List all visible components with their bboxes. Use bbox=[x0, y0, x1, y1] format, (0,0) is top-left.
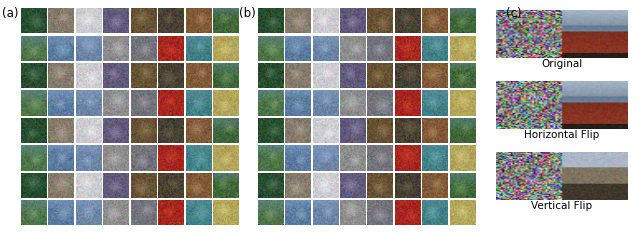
Text: (c): (c) bbox=[506, 7, 521, 20]
Text: (a): (a) bbox=[2, 7, 19, 20]
Text: Vertical Flip: Vertical Flip bbox=[531, 201, 592, 211]
Text: (b): (b) bbox=[239, 7, 255, 20]
Text: Original: Original bbox=[541, 59, 582, 69]
Text: Horizontal Flip: Horizontal Flip bbox=[524, 130, 599, 140]
